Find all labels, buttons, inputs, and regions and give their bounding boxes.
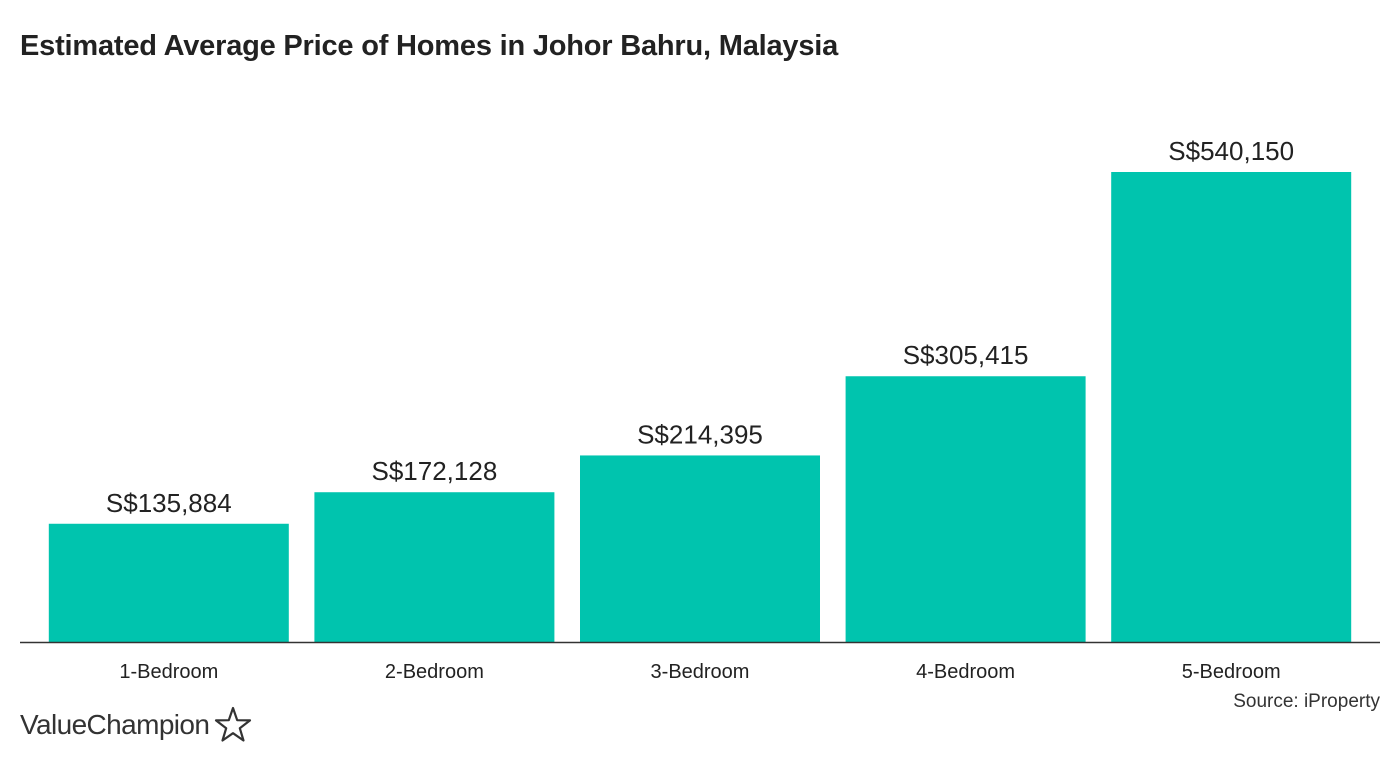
brand-name: ValueChampion — [20, 709, 210, 740]
chart-title: Estimated Average Price of Homes in Joho… — [20, 30, 839, 62]
x-tick-label: 4-Bedroom — [916, 661, 1015, 683]
x-tick-label: 3-Bedroom — [651, 661, 750, 683]
bar-3-bedroom — [580, 455, 820, 642]
brand-logo: ValueChampion — [20, 703, 253, 747]
data-label: S$540,150 — [1168, 136, 1294, 166]
source-note: Source: iProperty — [1233, 691, 1380, 712]
x-tick-label: 2-Bedroom — [385, 661, 484, 683]
x-tick-label: 5-Bedroom — [1182, 661, 1281, 683]
bar-4-bedroom — [845, 376, 1086, 642]
bar-1-bedroom — [48, 523, 289, 642]
data-label: S$172,128 — [372, 456, 498, 486]
x-tick-label: 1-Bedroom — [119, 661, 218, 683]
data-label: S$305,415 — [903, 340, 1029, 370]
star-outline-icon — [215, 706, 252, 742]
data-label: S$135,884 — [106, 488, 232, 518]
bar-2-bedroom — [314, 492, 555, 642]
bar-chart: S$135,884 1-Bedroom S$172,128 2-Bedroom S$21… — [20, 136, 1380, 683]
data-label: S$214,395 — [637, 419, 763, 449]
bar-5-bedroom — [1111, 172, 1352, 642]
